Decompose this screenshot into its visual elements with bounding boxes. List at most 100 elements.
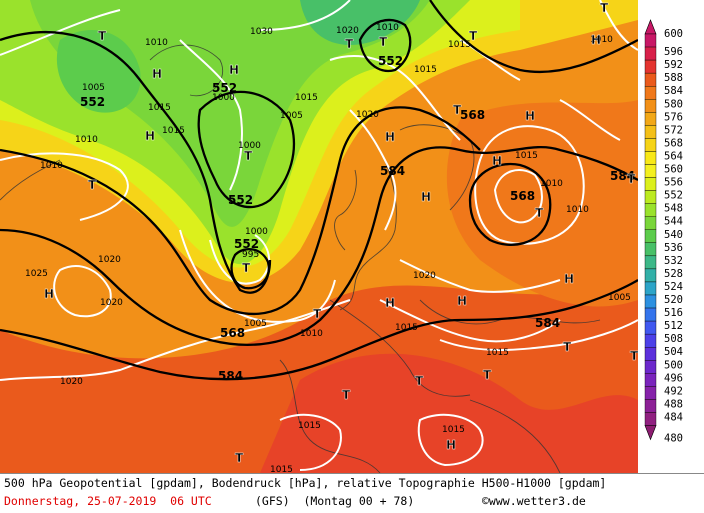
gp-label: 552 [378,54,403,68]
pressure-label: 1000 [245,227,268,237]
legend-swatch [644,255,657,270]
pressure-label: 1020 [60,377,83,387]
pressure-label: 1000 [238,141,261,151]
legend-value-label: 572 [664,124,683,136]
low-marker: T [242,261,251,275]
legend-swatch [644,177,657,191]
legend-value-label: 588 [664,72,683,84]
footer-copyright: ©www.wetter3.de [482,494,586,508]
pressure-label: 1020 [336,26,359,36]
low-marker: T [453,103,462,117]
low-marker: T [415,374,424,388]
low-marker: T [535,206,544,220]
legend-value-label: 516 [664,307,683,319]
legend-value-label: 544 [664,216,683,228]
low-marker: T [345,37,354,51]
legend-swatch [644,33,657,48]
footer-description: 500 hPa Geopotential [gpdam], Bodendruck… [4,476,607,490]
high-marker: H [591,33,601,47]
legend-swatch [644,164,657,178]
high-marker: H [525,109,535,123]
gp-label: 584 [610,169,635,183]
legend-value-label: 500 [664,359,683,371]
pressure-labels: 1010 1005 1010 1015 1015 1020 1025 1020 … [25,23,631,473]
green-west-low [56,30,141,113]
pressure-label: 1010 [75,135,98,145]
pressure-label: 1015 [515,151,538,161]
gp-label: 552 [212,81,237,95]
legend-value-label: 556 [664,177,683,189]
high-marker: H [492,154,502,168]
low-markers: T T T T T T T T T T T T T T T T T T [88,1,638,465]
low-marker: T [483,368,492,382]
legend-bar: 6005965925885845805765725685645605565525… [644,19,683,445]
high-marker: H [44,287,54,301]
isobars [0,0,638,471]
high-marker: H [385,296,395,310]
legend-value-label: 508 [664,333,683,345]
legend-value-label: 512 [664,320,683,332]
legend-swatch [644,151,657,165]
pressure-label: 1015 [442,425,465,435]
legend-value-label: 564 [664,150,683,162]
pressure-label: 1020 [100,298,123,308]
legend-value-label: 580 [664,98,683,110]
pressure-label: 1005 [608,293,631,303]
pressure-label: 1010 [40,161,63,171]
pressure-label: 1005 [280,111,303,121]
high-marker: H [152,67,162,81]
legend-value-label: 488 [664,398,683,410]
pressure-label: 1000 [212,93,235,103]
pressure-label: 1015 [395,323,418,333]
pressure-label: 1020 [413,271,436,281]
low-marker: T [600,1,609,15]
gp-label: 552 [234,237,259,251]
low-marker: T [379,35,388,49]
legend-value-label: 540 [664,229,683,241]
gp-label: 568 [510,189,535,203]
gp-label: 584 [380,164,405,178]
legend-value-label: 504 [664,346,683,358]
geopotential-labels: 552 552 552 552 552 568 568 584 584 584 … [80,54,635,383]
gp-label: 568 [460,108,485,122]
pressure-label: 1025 [25,269,48,279]
high-marker: H [457,294,467,308]
weather-map: 552 552 552 552 552 568 568 584 584 584 … [0,0,638,473]
legend-swatch [644,190,657,204]
legend-value-label: 532 [664,255,683,267]
legend-swatch [644,203,657,217]
pressure-label: 1030 [250,27,273,37]
legend-value-label: 600 [664,28,683,40]
pressure-label: 1015 [270,465,293,473]
color-legend: 600 596 592 588 584 580 576 572 568 564 560 556 552 5… [638,0,704,473]
legend-value-label: 524 [664,281,683,293]
legend-swatch [644,229,657,244]
legend-swatch [644,373,657,387]
legend-value-label: 480 [664,433,683,445]
low-marker: T [235,451,244,465]
pressure-label: 1010 [300,329,323,339]
legend-swatch [644,138,657,152]
footer-date: Donnerstag, 25-07-2019 06 UTC [4,494,212,508]
pressure-label: 1015 [162,126,185,136]
gp-label: 584 [218,369,243,383]
legend-value-label: 484 [664,411,683,423]
low-marker: T [244,149,253,163]
legend-swatch [644,268,657,283]
legend-swatch [644,333,657,348]
low-marker: T [627,172,636,186]
low-marker: T [563,340,572,354]
legend-swatch [644,59,657,74]
geopotential-lines [0,0,638,381]
legend-swatch [644,294,657,309]
pressure-label: 1015 [414,65,437,75]
high-marker: H [385,130,395,144]
legend-swatch [644,347,657,361]
pressure-label: 1015 [148,103,171,113]
low-marker: T [630,349,638,363]
pressure-label: 1010 [376,23,399,33]
legend-swatch [644,281,657,296]
pressure-label: 1010 [590,35,613,45]
pressure-label: 1010 [566,205,589,215]
legend-swatch [644,125,657,139]
